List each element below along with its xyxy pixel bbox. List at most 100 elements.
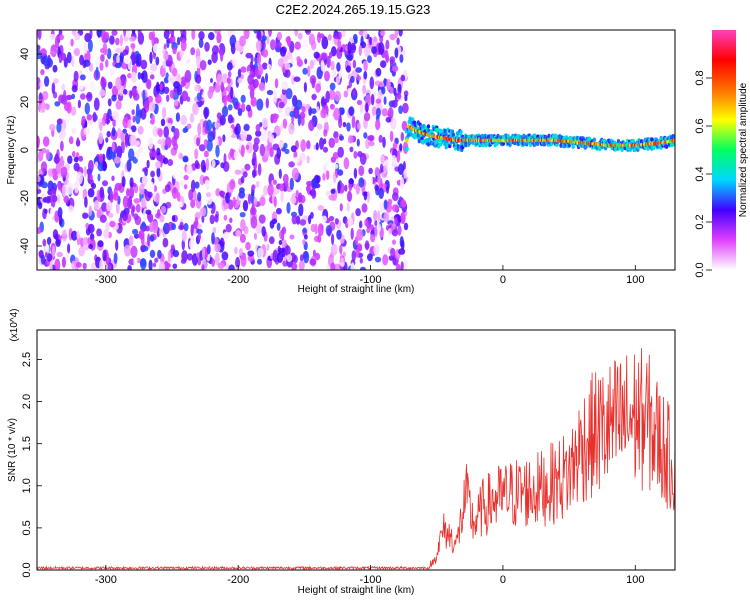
heatmap-cell	[397, 163, 405, 175]
heatmap-cell	[228, 264, 235, 270]
signal-cell	[405, 147, 409, 152]
heatmap-cell	[291, 167, 299, 180]
heatmap-cell	[378, 81, 384, 88]
heatmap-cell	[360, 35, 364, 47]
heatmap-cell	[336, 62, 341, 72]
colorbar-tick-label: 0.4	[694, 166, 706, 181]
heatmap-cell	[57, 207, 63, 218]
heatmap-cell	[146, 78, 152, 90]
heatmap-cell	[171, 187, 179, 199]
heatmap-cell	[275, 41, 282, 48]
heatmap-cell	[374, 219, 378, 227]
heatmap-cell	[206, 244, 211, 255]
heatmap-cell	[339, 244, 343, 255]
heatmap-cell	[262, 49, 269, 58]
heatmap-cell	[363, 70, 368, 80]
signal-core-cell	[405, 138, 409, 143]
heatmap-cell	[356, 75, 362, 81]
heatmap-cell	[149, 249, 156, 258]
heatmap-cell	[306, 180, 313, 186]
heatmap-cell	[82, 212, 89, 219]
spectrogram-cells	[37, 30, 409, 270]
heatmap-cell	[42, 238, 47, 247]
heatmap-cell	[37, 30, 42, 40]
heatmap-cell	[377, 210, 381, 223]
heatmap-cell	[399, 143, 403, 152]
heatmap-cell	[330, 243, 338, 256]
heatmap-cell	[383, 78, 387, 87]
heatmap-cell	[48, 34, 56, 41]
bottom-x-ticks: -300 -200 -100 0 100	[95, 565, 644, 586]
heatmap-cell	[225, 192, 230, 204]
heatmap-cell	[350, 75, 355, 84]
heatmap-cell	[261, 117, 269, 128]
heatmap-cell	[175, 112, 180, 122]
heatmap-cell	[182, 30, 187, 39]
heatmap-cell	[88, 243, 93, 250]
heatmap-cell	[61, 229, 68, 242]
heatmap-cell	[60, 166, 68, 178]
heatmap-cell	[42, 136, 50, 147]
heatmap-cell	[54, 101, 61, 107]
heatmap-cell	[198, 144, 206, 152]
signal-cell	[453, 146, 457, 151]
heatmap-cell	[77, 84, 84, 91]
heatmap-cell	[74, 32, 81, 41]
heatmap-cell	[364, 240, 370, 251]
heatmap-cell	[366, 191, 370, 203]
heatmap-cell	[281, 226, 287, 235]
heatmap-cell	[368, 167, 373, 175]
heatmap-cell	[107, 212, 114, 218]
heatmap-cell	[50, 197, 56, 208]
heatmap-cell	[81, 115, 86, 124]
heatmap-cell	[386, 185, 389, 194]
heatmap-cell	[321, 36, 329, 50]
heatmap-cell	[379, 35, 384, 43]
heatmap-cell	[107, 81, 113, 90]
x-tick-label: -200	[227, 574, 249, 586]
heatmap-cell	[137, 30, 142, 37]
heatmap-cell	[359, 257, 363, 264]
heatmap-cell	[147, 233, 151, 247]
heatmap-cell	[322, 146, 329, 153]
heatmap-cell	[179, 179, 186, 187]
x-tick-label: -300	[95, 574, 117, 586]
heatmap-cell	[366, 227, 371, 234]
heatmap-cell	[132, 115, 136, 123]
top-x-axis-label: Height of straight line (km)	[298, 284, 415, 295]
heatmap-cell	[206, 139, 213, 152]
heatmap-cell	[52, 64, 58, 73]
colorbar-tick-label: 0.0	[694, 262, 706, 277]
heatmap-cell	[87, 39, 93, 53]
heatmap-cell	[279, 123, 284, 131]
heatmap-cell	[285, 180, 289, 188]
heatmap-cell	[73, 162, 80, 172]
heatmap-cell	[78, 246, 85, 257]
heatmap-cell	[284, 148, 290, 155]
heatmap-cell	[211, 97, 216, 111]
heatmap-cell	[73, 156, 79, 163]
heatmap-cell	[247, 250, 255, 257]
heatmap-cell	[334, 137, 339, 144]
heatmap-cell	[304, 30, 310, 34]
heatmap-cell	[140, 108, 147, 120]
heatmap-cell	[201, 264, 205, 270]
heatmap-cell	[225, 223, 232, 233]
heatmap-cell	[279, 183, 284, 192]
heatmap-cell	[361, 203, 368, 213]
heatmap-cell	[40, 161, 48, 173]
heatmap-cell	[207, 131, 215, 142]
heatmap-cell	[353, 167, 358, 179]
heatmap-cell	[391, 65, 399, 72]
heatmap-cell	[84, 102, 91, 115]
heatmap-cell	[263, 185, 268, 196]
heatmap-cell	[115, 76, 122, 90]
heatmap-cell	[199, 207, 207, 217]
heatmap-cell	[210, 247, 215, 254]
heatmap-cell	[178, 152, 183, 160]
heatmap-cell	[363, 60, 368, 72]
heatmap-cell	[387, 198, 393, 205]
heatmap-cell	[56, 122, 62, 133]
heatmap-cell	[386, 78, 391, 91]
heatmap-cell	[133, 92, 140, 101]
